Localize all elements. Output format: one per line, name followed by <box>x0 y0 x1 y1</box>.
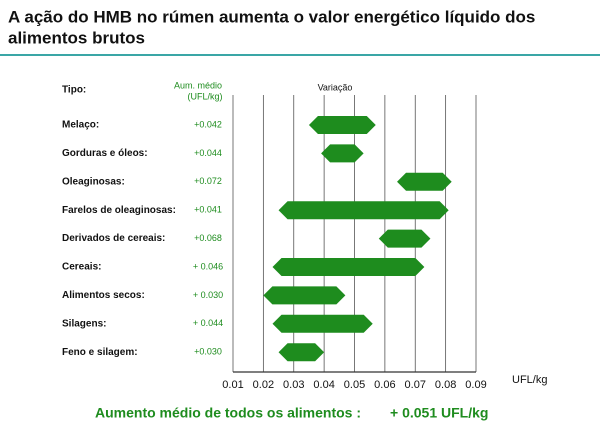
category-header: Tipo: <box>62 85 86 96</box>
x-tick-label: 0.05 <box>344 379 365 391</box>
value-label: +0.042 <box>194 119 222 129</box>
category-label: Feno e silagem: <box>62 347 138 358</box>
x-tick-label: 0.03 <box>283 379 304 391</box>
value-label: +0.041 <box>194 205 222 215</box>
value-label: + 0.044 <box>193 318 223 328</box>
category-label: Gorduras e óleos: <box>62 148 148 159</box>
range-bar <box>272 258 425 276</box>
x-axis-label: UFL/kg <box>512 374 547 386</box>
range-bar <box>278 201 449 220</box>
category-label: Silagens: <box>62 318 106 329</box>
x-tick-label: 0.04 <box>313 379 334 391</box>
value-label: + 0.046 <box>193 261 223 271</box>
x-tick-label: 0.01 <box>222 379 243 391</box>
range-bar <box>397 172 452 191</box>
value-label: +0.068 <box>194 233 222 243</box>
x-tick-label: 0.06 <box>374 379 395 391</box>
value-header: Aum. médio <box>174 80 222 90</box>
category-label: Oleaginosas: <box>62 176 125 187</box>
category-label: Melaço: <box>62 120 99 131</box>
x-tick-label: 0.08 <box>435 379 456 391</box>
value-label: +0.044 <box>194 148 222 158</box>
value-label: +0.072 <box>194 176 222 186</box>
value-label: +0.030 <box>194 347 222 357</box>
range-bar <box>278 343 325 362</box>
footer-text: Aumento médio de todos os alimentos : <box>95 405 361 421</box>
footer-value: + 0.051 UFL/kg <box>390 405 488 421</box>
range-bar <box>263 286 346 305</box>
range-bar <box>378 229 431 248</box>
value-header: (UFL/kg) <box>187 91 222 101</box>
title-line: alimentos brutos <box>8 28 145 47</box>
range-header: Variação <box>318 82 353 92</box>
range-bar <box>272 314 373 333</box>
x-tick-label: 0.07 <box>405 379 426 391</box>
x-tick-label: 0.02 <box>253 379 274 391</box>
range-bar <box>308 116 376 134</box>
category-label: Cereais: <box>62 262 101 273</box>
category-label: Alimentos secos: <box>62 290 145 301</box>
category-label: Farelos de oleaginosas: <box>62 205 176 216</box>
title-line: A ação do HMB no rúmen aumenta o valor e… <box>8 7 535 26</box>
value-label: + 0.030 <box>193 290 223 300</box>
category-label: Derivados de cereais: <box>62 233 165 244</box>
x-tick-label: 0.09 <box>465 379 486 391</box>
range-bar <box>321 144 364 163</box>
